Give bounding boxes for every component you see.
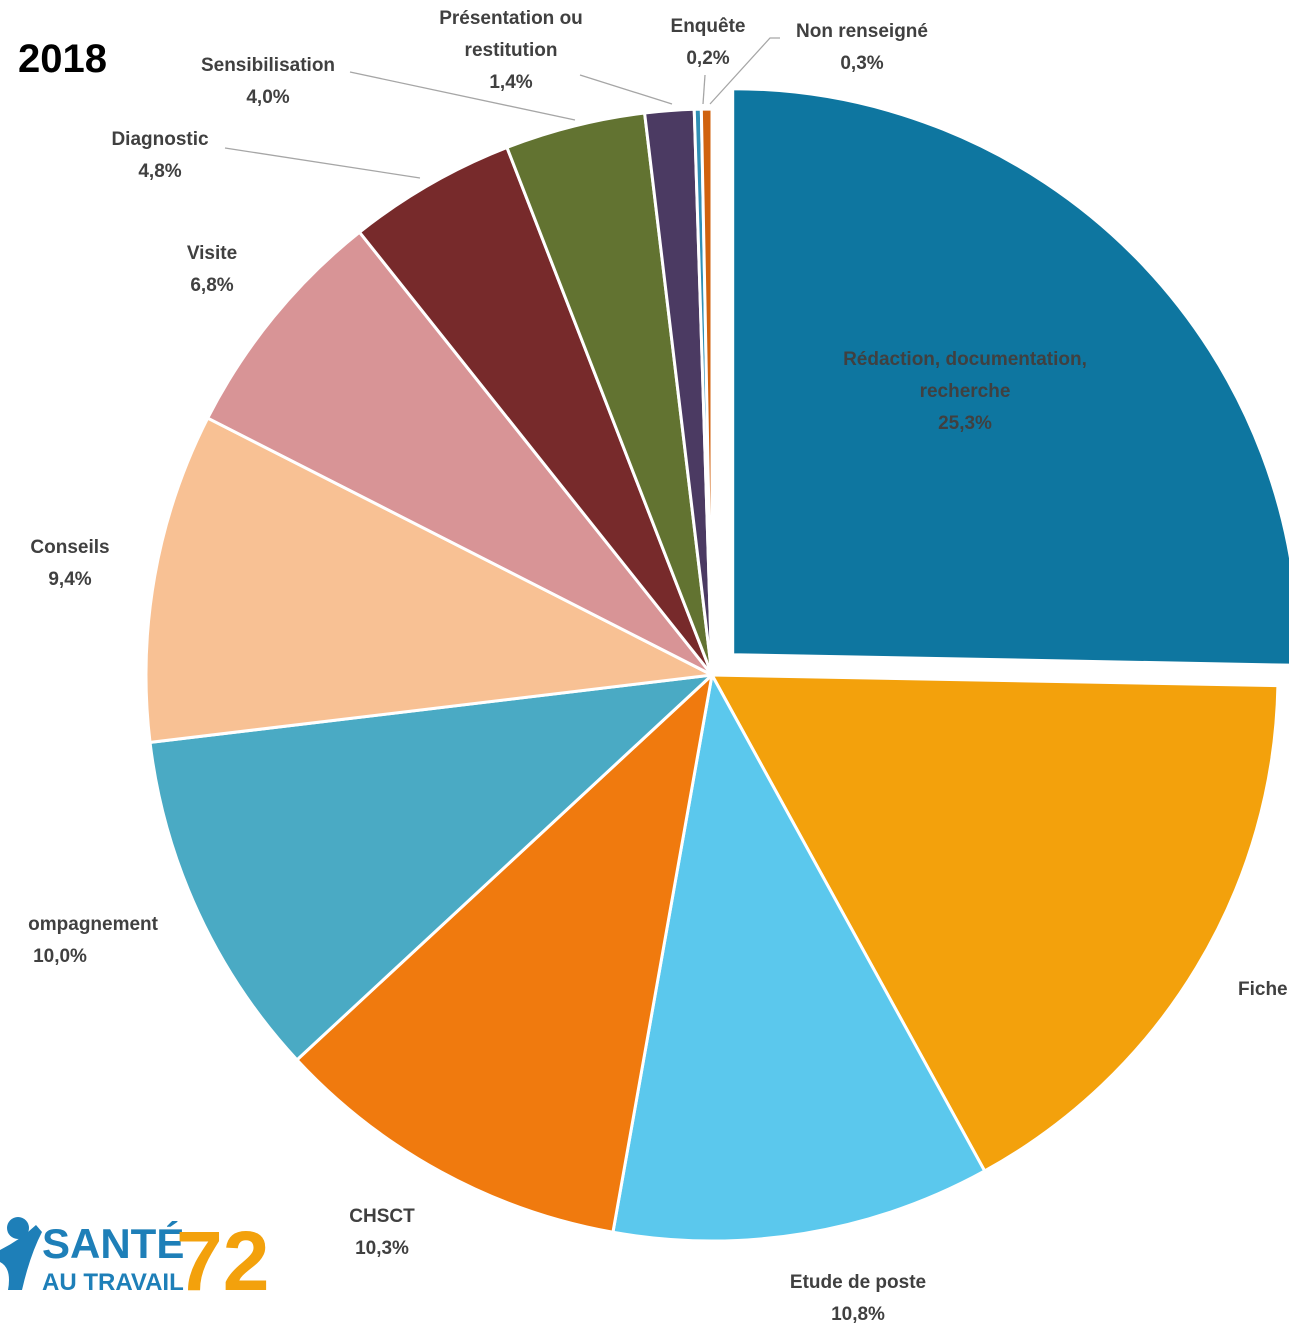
leader-line xyxy=(579,74,673,105)
logo-text: SANTÉ xyxy=(42,1220,184,1267)
pie-slice xyxy=(699,107,714,676)
value-label: 4,0% xyxy=(246,87,289,108)
value-label: 0,3% xyxy=(840,53,883,74)
category-label: Non renseigné xyxy=(796,21,928,42)
pie-slice xyxy=(357,145,714,676)
logo-number: 72 xyxy=(176,1214,269,1308)
value-label: 4,8% xyxy=(138,161,181,182)
category-label: Rédaction, documentation, recherche xyxy=(843,349,1087,402)
chart-title: 2018 xyxy=(18,37,107,81)
leader-line xyxy=(349,71,576,121)
leader-lines xyxy=(224,37,780,179)
leader-line xyxy=(709,37,780,105)
value-label: 9,4% xyxy=(48,569,91,590)
pie-slice xyxy=(144,416,718,745)
category-label: ompagnement xyxy=(28,914,159,935)
category-label: Présentation ou restitution xyxy=(439,8,583,61)
leader-line xyxy=(702,74,706,105)
pie-slice xyxy=(205,230,714,677)
pie-slice xyxy=(148,672,717,1062)
pie-slice xyxy=(709,673,1280,1174)
value-label: 1,4% xyxy=(489,72,532,93)
logo-icon xyxy=(7,1217,29,1239)
category-label: CHSCT xyxy=(349,1206,415,1227)
pie-slice xyxy=(294,670,715,1234)
value-label: 10,3% xyxy=(355,1238,409,1259)
pie-slice xyxy=(731,87,1289,667)
logo-icon xyxy=(0,1225,42,1290)
category-label: Fiche xyxy=(1238,979,1288,1000)
category-label: Conseils xyxy=(30,537,109,558)
value-label: 10,8% xyxy=(831,1304,885,1325)
slices xyxy=(144,87,1289,1243)
category-label: Etude de poste xyxy=(790,1272,926,1293)
logo: SANTÉ AU TRAVAIL 72 xyxy=(0,1214,269,1308)
category-label: Enquête xyxy=(671,16,746,37)
category-label: Sensibilisation xyxy=(201,55,335,76)
value-label: 6,8% xyxy=(190,275,233,296)
category-label: Visite xyxy=(187,243,237,264)
category-label: Diagnostic xyxy=(111,129,209,150)
pie-slice xyxy=(611,670,987,1243)
value-label: 0,2% xyxy=(686,48,729,69)
value-label: 25,3% xyxy=(938,413,992,434)
leader-line xyxy=(224,147,421,179)
value-label: 10,0% xyxy=(33,946,87,967)
logo-text: AU TRAVAIL xyxy=(42,1269,184,1296)
